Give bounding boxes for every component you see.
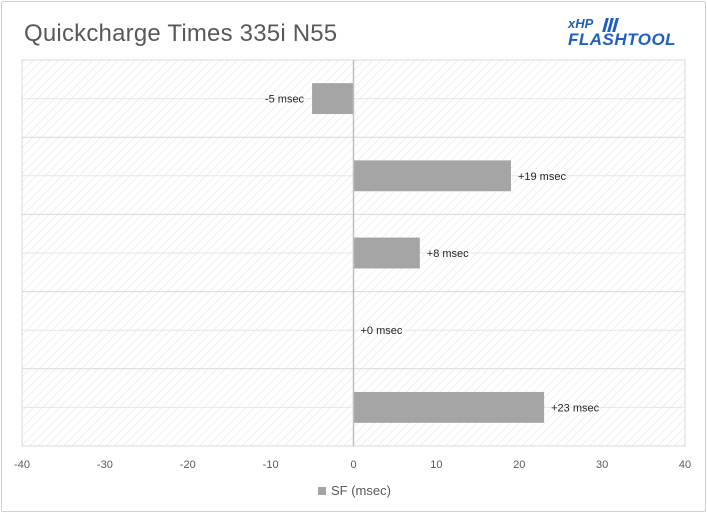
- bars: -5 msec +19 msec +8 msec +0 msec +23 msec: [265, 83, 600, 423]
- logo-top-text: xHP: [568, 16, 594, 31]
- bar: [353, 391, 545, 423]
- x-tick-label: -20: [180, 459, 196, 471]
- x-tick-label: 40: [679, 459, 691, 471]
- x-tick-label: 0: [350, 459, 356, 471]
- x-tick-label: 30: [596, 459, 608, 471]
- legend-label: SF (msec): [331, 483, 391, 498]
- bar-data-label: +23 msec: [551, 402, 599, 414]
- x-axis: -40 -30 -20 -10 0 10 20 30 40: [14, 60, 691, 471]
- chart-title: Quickcharge Times 335i N55: [24, 20, 338, 47]
- bar-data-label: +0 msec: [361, 325, 403, 337]
- legend-swatch: [318, 486, 326, 495]
- legend: SF (msec): [318, 483, 391, 498]
- bar: [353, 237, 420, 269]
- x-tick-label: 20: [513, 459, 525, 471]
- bar-data-label: +8 msec: [427, 248, 469, 260]
- flashtool-logo: xHP FLASHTOOL: [568, 16, 686, 54]
- bar: [312, 83, 354, 115]
- x-tick-label: 10: [430, 459, 442, 471]
- x-tick-label: -10: [263, 459, 279, 471]
- logo-main-text: FLASHTOOL: [568, 30, 677, 49]
- bar-data-label: -5 msec: [265, 94, 305, 106]
- bar: [353, 160, 511, 192]
- bar-data-label: +19 msec: [518, 171, 566, 183]
- x-tick-label: -40: [14, 459, 30, 471]
- x-tick-label: -30: [97, 459, 113, 471]
